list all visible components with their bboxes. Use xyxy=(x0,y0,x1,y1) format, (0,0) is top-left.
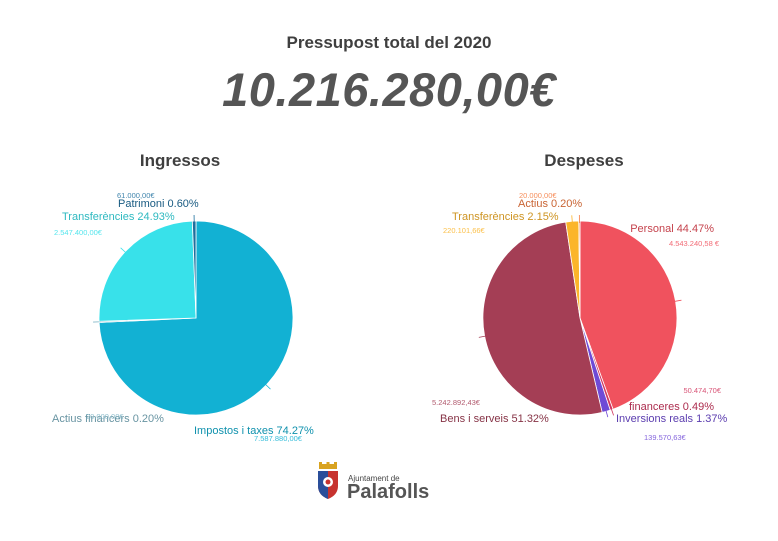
slice-label-0-0: Impostos i taxes 74.27% xyxy=(194,425,314,437)
leader-line-1-2 xyxy=(605,409,609,418)
slice-amount-1-2: 139.570,63€ xyxy=(644,433,687,442)
slice-amount-0-3: 20.000,00€ xyxy=(86,412,124,421)
total-budget: 10.216.280,00€ xyxy=(222,63,556,116)
palafolls-shield-icon xyxy=(318,462,338,499)
slice-amount-0-2: 61.000,00€ xyxy=(117,191,155,200)
slice-amount-1-1: 50.474,70€ xyxy=(683,386,721,395)
logo-big-text: Palafolls xyxy=(347,481,430,503)
slice-label-1-3: Bens i serveis 51.32% xyxy=(440,413,549,425)
slice-label-1-1: financeres 0.49% xyxy=(629,401,714,413)
leader-line-1-0 xyxy=(673,299,682,302)
slice-label-1-2: Inversions reals 1.37% xyxy=(616,413,727,425)
slice-amount-1-5: 20.000,00€ xyxy=(519,191,557,200)
leader-line-1-4 xyxy=(571,215,573,224)
page-title: Pressupost total del 2020 xyxy=(286,33,492,52)
slice-amount-1-0: 4.543.240,58 € xyxy=(669,239,720,248)
slice-label-1-0: Personal 44.47% xyxy=(630,223,714,235)
slice-label-0-3: Actius financers 0.20% xyxy=(52,413,164,425)
slice-amount-1-3: 5.242.892,43€ xyxy=(432,398,481,407)
slice-label-1-5: Actius 0.20% xyxy=(518,198,582,210)
despeses-title: Despeses xyxy=(544,151,624,170)
slice-amount-1-4: 220.101,66€ xyxy=(443,226,486,235)
leader-line-0-0 xyxy=(264,383,271,390)
leader-line-1-3 xyxy=(478,335,487,338)
slice-amount-0-1: 2.547.400,00€ xyxy=(54,228,103,237)
leader-line-1-1 xyxy=(610,407,614,416)
slice-amount-0-0: 7.587.880,00€ xyxy=(254,434,303,443)
slice-label-1-4: Transferències 2.15% xyxy=(452,211,559,223)
logo-small-text: Ajuntament de xyxy=(348,474,400,483)
leader-line-0-1 xyxy=(120,247,127,254)
slice-label-0-1: Transferències 24.93% xyxy=(62,211,175,223)
ingressos-title: Ingressos xyxy=(139,151,221,170)
slice-label-0-2: Patrimoni 0.60% xyxy=(118,198,199,210)
